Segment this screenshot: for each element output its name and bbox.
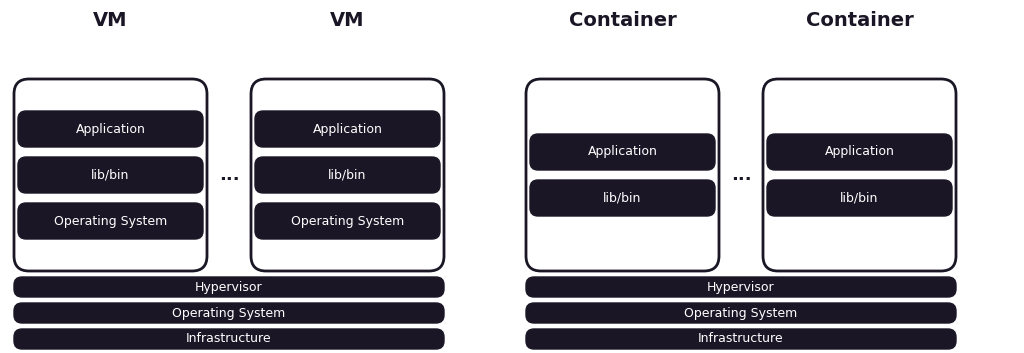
FancyBboxPatch shape (18, 111, 203, 147)
FancyBboxPatch shape (18, 203, 203, 239)
FancyBboxPatch shape (530, 180, 715, 216)
FancyBboxPatch shape (526, 329, 956, 349)
FancyBboxPatch shape (526, 277, 956, 297)
Text: Operating System: Operating System (684, 306, 798, 319)
Text: Application: Application (76, 122, 145, 136)
FancyBboxPatch shape (18, 157, 203, 193)
FancyBboxPatch shape (255, 157, 440, 193)
FancyBboxPatch shape (763, 79, 956, 271)
Text: lib/bin: lib/bin (603, 191, 642, 204)
Text: Hypervisor: Hypervisor (196, 281, 263, 293)
Text: ...: ... (219, 166, 240, 184)
FancyBboxPatch shape (251, 79, 444, 271)
FancyBboxPatch shape (255, 111, 440, 147)
Text: Application: Application (588, 145, 657, 158)
Text: Container: Container (568, 12, 677, 30)
Text: Operating System: Operating System (172, 306, 286, 319)
Text: VM: VM (93, 12, 128, 30)
Text: Application: Application (824, 145, 894, 158)
Text: lib/bin: lib/bin (329, 168, 367, 181)
Text: ...: ... (731, 166, 752, 184)
FancyBboxPatch shape (14, 277, 444, 297)
Text: Operating System: Operating System (291, 215, 404, 227)
FancyBboxPatch shape (14, 79, 207, 271)
FancyBboxPatch shape (526, 303, 956, 323)
FancyBboxPatch shape (767, 134, 952, 170)
FancyBboxPatch shape (14, 329, 444, 349)
Text: Infrastructure: Infrastructure (186, 333, 271, 346)
FancyBboxPatch shape (14, 303, 444, 323)
Text: Application: Application (312, 122, 382, 136)
Text: Operating System: Operating System (54, 215, 167, 227)
FancyBboxPatch shape (255, 203, 440, 239)
Text: Infrastructure: Infrastructure (698, 333, 783, 346)
Text: Container: Container (806, 12, 913, 30)
FancyBboxPatch shape (530, 134, 715, 170)
Text: lib/bin: lib/bin (841, 191, 879, 204)
Text: VM: VM (331, 12, 365, 30)
Text: Hypervisor: Hypervisor (708, 281, 775, 293)
Text: lib/bin: lib/bin (91, 168, 130, 181)
FancyBboxPatch shape (767, 180, 952, 216)
FancyBboxPatch shape (526, 79, 719, 271)
